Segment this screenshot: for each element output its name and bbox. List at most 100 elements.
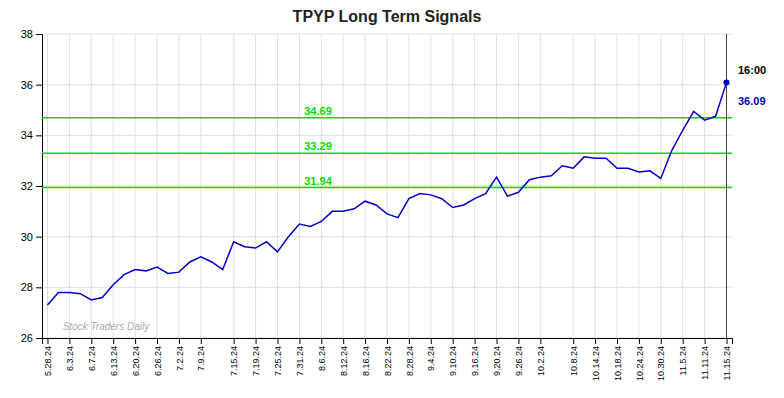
grid-line [474, 34, 475, 338]
tick-label: 11.5.24 [678, 346, 688, 375]
tick-label: 8.6.24 [317, 346, 327, 371]
grid-line [365, 34, 366, 338]
tick: 6.20.24 [131, 338, 141, 376]
tick: 32 [21, 180, 42, 192]
tick-label: 8.16.24 [361, 346, 371, 376]
axis-line [36, 35, 43, 339]
axis-line [43, 339, 733, 345]
tick-label: 11.11.24 [700, 346, 710, 380]
tick-label: 11.15.24 [722, 346, 732, 380]
tick-label: 10.30.24 [656, 346, 666, 381]
grid-line [430, 34, 431, 338]
tick-label: 10.18.24 [613, 346, 623, 381]
grid-line [408, 34, 409, 338]
reference-label: 31.94 [304, 175, 332, 187]
tick: 30 [21, 231, 42, 243]
tick-label: 9.16.24 [470, 346, 480, 376]
grid-line [157, 34, 158, 338]
tick-label: 9.4.24 [426, 346, 436, 371]
tick-mark [91, 338, 92, 344]
tick-label: 6.7.24 [87, 346, 97, 371]
tick-label: 5.28.24 [43, 346, 53, 376]
tick: 7.9.24 [196, 338, 206, 371]
price-line [47, 82, 726, 305]
tick-mark [595, 338, 596, 344]
tick-label: 36 [21, 79, 33, 91]
tick-label: 26 [21, 332, 33, 344]
tick-mark [69, 338, 70, 344]
tick-mark [573, 338, 574, 344]
plot-area: 262830323436385.28.246.3.246.7.246.13.24… [21, 28, 766, 381]
grid-line [233, 34, 234, 338]
tick-mark [365, 338, 366, 344]
grid-line [200, 34, 201, 338]
tick-mark [453, 338, 454, 344]
tick: 10.2.24 [536, 338, 546, 376]
tick-label: 9.10.24 [448, 346, 458, 376]
tick-label: 8.22.24 [383, 346, 393, 376]
tick: 10.30.24 [656, 338, 666, 381]
tick-mark [475, 338, 476, 344]
tick-mark [36, 338, 42, 339]
y-axis: 26283032343638 [21, 28, 43, 344]
grid-line [91, 34, 92, 338]
tick-label: 10.2.24 [536, 346, 546, 376]
tick: 11.5.24 [678, 338, 688, 375]
grid-line [343, 34, 344, 338]
tick-mark [179, 338, 180, 344]
grid-line [595, 34, 596, 338]
reference-label: 33.29 [304, 140, 332, 152]
watermark: Stock Traders Daily [63, 321, 151, 332]
tick-label: 8.12.24 [339, 346, 349, 376]
tick-mark [705, 338, 706, 344]
tick-label: 9.20.24 [492, 346, 502, 376]
tick-mark [299, 338, 300, 344]
tick: 7.2.24 [175, 338, 185, 371]
grid-line [617, 34, 618, 338]
tick-label: 7.19.24 [251, 346, 261, 376]
tick-label: 28 [21, 281, 33, 293]
grid-line [518, 34, 519, 338]
tick: 34 [21, 129, 42, 141]
chart: 262830323436385.28.246.3.246.7.246.13.24… [0, 0, 784, 398]
tick: 6.26.24 [153, 338, 163, 376]
tick-mark [617, 338, 618, 344]
tick: 36 [21, 79, 42, 91]
tick: 9.16.24 [470, 338, 480, 376]
tick-mark [201, 338, 202, 344]
tick-label: 6.26.24 [153, 346, 163, 376]
tick: 8.16.24 [361, 338, 371, 376]
tick-label: 6.20.24 [131, 346, 141, 376]
tick-mark [661, 338, 662, 344]
tick: 8.22.24 [383, 338, 393, 376]
texts: 31.9433.2934.6916:0036.09Stock Traders D… [63, 64, 766, 332]
tick-mark [639, 338, 640, 344]
tick-mark [277, 338, 278, 344]
tick-label: 7.2.24 [175, 346, 185, 371]
tick-mark [409, 338, 410, 344]
tick-label: 8.28.24 [405, 346, 415, 376]
tick-label: 32 [21, 180, 33, 192]
tick: 10.18.24 [613, 338, 623, 381]
tick-label: 7.9.24 [196, 346, 206, 371]
tick-label: 7.31.24 [295, 346, 305, 376]
tick: 28 [21, 281, 42, 293]
annotation: 16:00 [738, 64, 766, 76]
annotation: 36.09 [738, 95, 766, 107]
tick-mark [36, 34, 42, 35]
tick: 8.28.24 [405, 338, 415, 376]
tick-mark [497, 338, 498, 344]
tick: 6.3.24 [65, 338, 75, 371]
x-axis: 5.28.24 6.3.24 6.7.24 6.13.24 6.20.24 6.26.24… [43, 338, 733, 381]
tick-mark [113, 338, 114, 344]
grid-line [255, 34, 256, 338]
tick: 7.15.24 [229, 338, 239, 376]
tick: 6.13.24 [109, 338, 119, 376]
tick: 5.28.24 [43, 338, 53, 376]
grid-line [704, 34, 705, 338]
tick-mark [36, 186, 42, 187]
grid-line [660, 34, 661, 338]
grid-line [540, 34, 541, 338]
tick: 8.6.24 [317, 338, 327, 371]
tick-label: 6.13.24 [109, 346, 119, 376]
